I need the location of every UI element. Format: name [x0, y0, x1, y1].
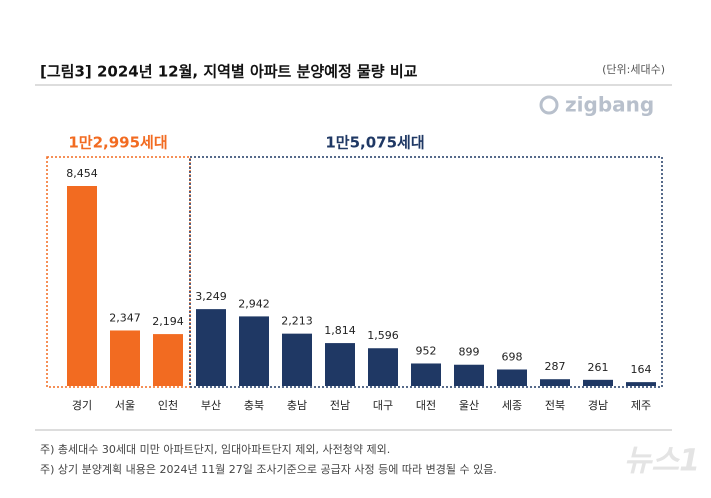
bar	[626, 382, 656, 386]
watermark: 뉴스1	[624, 444, 700, 479]
value-label: 1,596	[367, 329, 399, 342]
x-tick-label: 전남	[330, 399, 350, 412]
bar	[454, 364, 484, 386]
x-tick-label: 인천	[158, 398, 178, 412]
value-label: 287	[545, 360, 566, 373]
value-label: 261	[588, 361, 609, 374]
logo: zigbang	[565, 93, 654, 117]
value-label: 1,814	[324, 324, 356, 337]
bar	[153, 334, 183, 386]
unit: (단위:세대수)	[602, 63, 665, 76]
note: 주) 상기 분양계획 내용은 2024년 11월 27일 조사기준으로 공급자 …	[40, 462, 497, 476]
x-tick-label: 충북	[244, 399, 264, 412]
logo-icon	[539, 95, 559, 115]
bar	[368, 348, 398, 386]
value-label: 2,194	[152, 315, 184, 328]
value-label: 952	[416, 344, 437, 357]
value-label: 3,249	[195, 290, 227, 303]
x-tick-label: 경남	[588, 399, 608, 412]
x-tick-label: 전북	[545, 399, 565, 412]
value-label: 2,347	[109, 311, 141, 324]
value-label: 2,942	[238, 297, 270, 310]
value-label: 8,454	[66, 167, 98, 180]
bar	[583, 379, 613, 386]
bar	[325, 343, 355, 386]
value-label: 899	[459, 346, 480, 359]
value-label: 698	[502, 350, 523, 363]
x-tick-label: 경기	[72, 399, 92, 412]
x-tick-label: 세종	[502, 399, 522, 412]
bar	[282, 333, 312, 386]
bar	[497, 369, 527, 386]
x-tick-label: 충남	[287, 399, 307, 412]
bar	[540, 379, 570, 386]
bar	[110, 330, 140, 386]
x-tick-label: 부산	[201, 399, 221, 412]
x-tick-label: 울산	[459, 399, 479, 412]
x-tick-label: 대구	[373, 399, 393, 412]
value-label: 2,213	[281, 315, 313, 328]
x-tick-label: 대전	[416, 399, 436, 412]
group-label: 1만5,075세대	[325, 134, 424, 152]
bar	[411, 363, 441, 386]
value-label: 164	[631, 363, 652, 376]
x-tick-label: 제주	[631, 399, 651, 412]
group-label: 1만2,995세대	[68, 134, 167, 152]
chart-title: [그림3] 2024년 12월, 지역별 아파트 분양예정 물량 비교	[40, 63, 418, 81]
bar	[239, 316, 269, 386]
bar	[196, 309, 226, 386]
group-box	[189, 156, 663, 388]
note: 주) 총세대수 30세대 미만 아파트단지, 임대아파트단지 제외, 사전청약 …	[40, 442, 390, 456]
x-tick-label: 서울	[115, 399, 135, 412]
bar	[67, 186, 97, 386]
